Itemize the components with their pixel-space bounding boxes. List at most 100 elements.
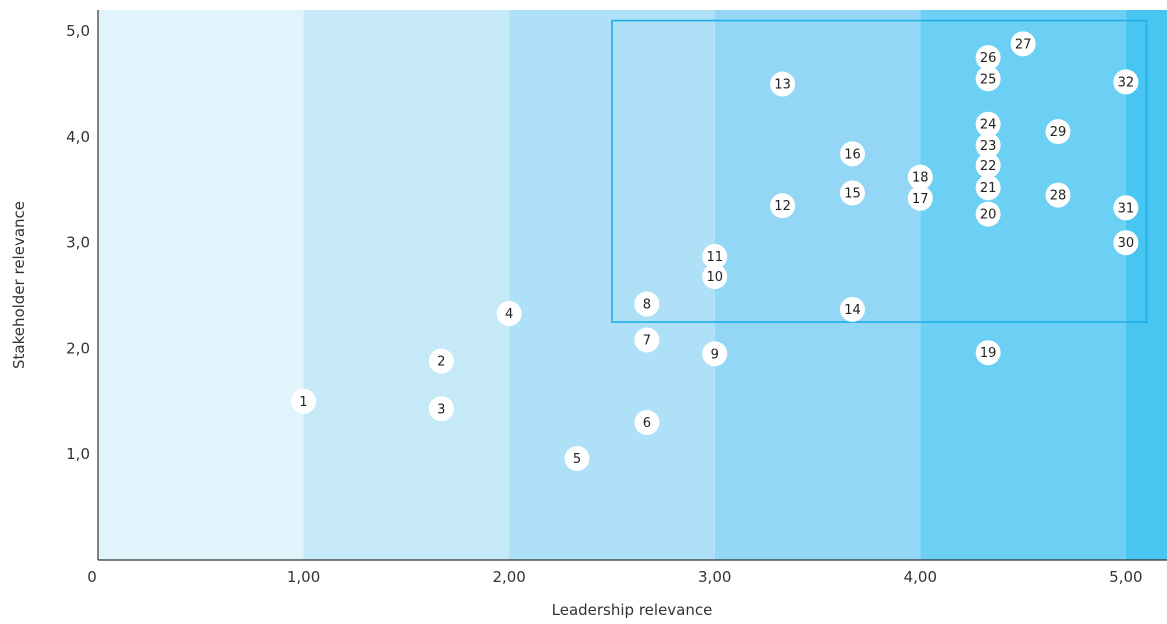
point-label: 27 — [1015, 37, 1032, 52]
y-tick-label: 3,0 — [66, 234, 90, 252]
point-label: 15 — [844, 186, 861, 201]
x-tick-label: 4,00 — [904, 568, 937, 586]
point-marker — [975, 111, 1001, 137]
data-point: 31 — [1113, 195, 1139, 221]
point-label: 2 — [437, 355, 445, 370]
point-marker — [975, 201, 1001, 227]
axes — [97, 10, 1167, 561]
point-marker — [770, 193, 796, 219]
point-label: 20 — [980, 208, 997, 223]
y-tick-label: 1,0 — [66, 445, 90, 463]
point-marker — [702, 243, 728, 269]
data-point: 7 — [634, 327, 660, 353]
point-marker — [564, 445, 590, 471]
point-label: 21 — [980, 181, 997, 196]
x-tick-label: 3,00 — [698, 568, 731, 586]
point-marker — [907, 164, 933, 190]
point-label: 23 — [980, 139, 997, 154]
y-tick-label: 5,0 — [66, 22, 90, 40]
point-label: 32 — [1118, 75, 1135, 90]
point-marker — [975, 132, 1001, 158]
point-marker — [634, 410, 660, 435]
point-marker — [428, 396, 454, 422]
data-point: 30 — [1113, 230, 1139, 256]
point-label: 6 — [643, 416, 651, 431]
point-label: 18 — [912, 171, 929, 186]
point-marker — [428, 348, 454, 374]
data-point: 1 — [291, 388, 317, 414]
point-label: 1 — [299, 395, 307, 410]
y-axis-title: Stakeholder relevance — [10, 201, 28, 369]
data-point: 16 — [839, 141, 865, 167]
point-label: 17 — [912, 192, 929, 207]
point-marker — [634, 327, 660, 353]
data-point: 15 — [839, 180, 865, 206]
point-label: 4 — [505, 307, 513, 322]
point-label: 24 — [980, 118, 997, 133]
data-point: 24 — [975, 111, 1001, 137]
data-point: 17 — [907, 185, 933, 211]
data-point: 25 — [975, 66, 1001, 92]
point-marker — [839, 141, 865, 167]
data-points: 1234567891011121314151617181920212223242… — [291, 31, 1139, 471]
x-tick-label: 1,00 — [287, 568, 320, 586]
point-marker — [975, 175, 1001, 201]
point-marker — [975, 66, 1001, 92]
y-tick-label: 2,0 — [66, 339, 90, 357]
band-1 — [303, 10, 510, 560]
point-marker — [1010, 31, 1036, 57]
point-marker — [907, 185, 933, 211]
point-label: 5 — [573, 452, 581, 467]
point-marker — [975, 152, 1001, 178]
data-point: 5 — [564, 445, 590, 471]
data-point: 6 — [634, 410, 660, 435]
data-point: 10 — [702, 264, 728, 290]
highlight-box — [611, 19, 1148, 323]
point-marker — [839, 296, 865, 322]
data-point: 22 — [975, 152, 1001, 178]
point-label: 16 — [844, 147, 861, 162]
point-label: 14 — [844, 303, 861, 318]
point-label: 31 — [1118, 201, 1135, 216]
data-point: 8 — [634, 291, 660, 317]
point-marker — [1113, 195, 1139, 221]
point-label: 30 — [1118, 236, 1135, 251]
data-point: 20 — [975, 201, 1001, 227]
point-label: 29 — [1050, 125, 1067, 140]
data-point: 21 — [975, 175, 1001, 201]
point-marker — [770, 71, 796, 97]
point-marker — [975, 340, 1001, 366]
data-point: 32 — [1113, 69, 1139, 95]
data-point: 19 — [975, 340, 1001, 366]
x-tick-label: 2,00 — [492, 568, 525, 586]
data-point: 3 — [428, 396, 454, 422]
highlight-region — [611, 19, 1148, 323]
point-marker — [291, 388, 317, 414]
data-point: 9 — [702, 341, 728, 367]
x-axis-title: Leadership relevance — [552, 601, 713, 619]
data-point: 14 — [839, 296, 865, 322]
x-tick-label: 5,00 — [1109, 568, 1142, 586]
point-marker — [1113, 230, 1139, 256]
data-point: 13 — [770, 71, 796, 97]
point-marker — [1113, 69, 1139, 95]
data-point: 18 — [907, 164, 933, 190]
point-marker — [702, 341, 728, 367]
y-tick-labels: 1,0 2,0 3,0 4,0 5,0 — [66, 22, 90, 463]
band-0 — [98, 10, 304, 560]
data-point: 2 — [428, 348, 454, 374]
data-point: 27 — [1010, 31, 1036, 57]
data-point: 11 — [702, 243, 728, 269]
point-label: 3 — [437, 402, 445, 417]
point-label: 22 — [980, 159, 997, 174]
point-label: 9 — [711, 347, 719, 362]
point-label: 10 — [706, 270, 723, 285]
point-marker — [634, 291, 660, 317]
point-label: 7 — [643, 334, 651, 349]
point-label: 8 — [643, 298, 651, 313]
point-marker — [702, 264, 728, 290]
point-marker — [1045, 182, 1071, 208]
point-label: 28 — [1050, 189, 1067, 204]
point-label: 25 — [980, 72, 997, 87]
